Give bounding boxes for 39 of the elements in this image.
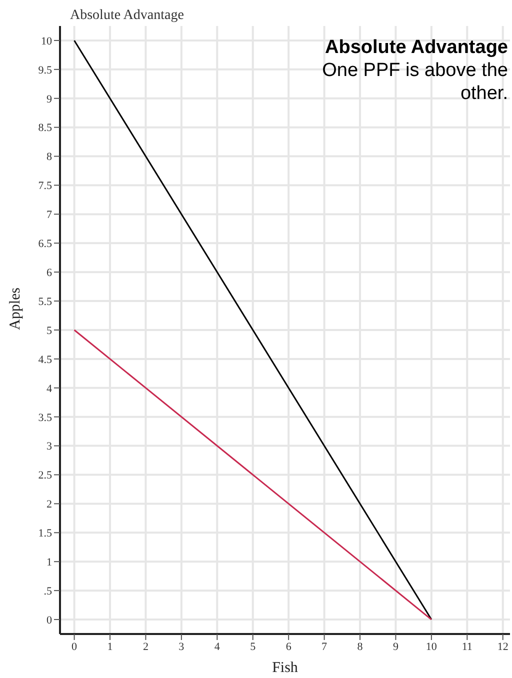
y-tick-label: 5.5 — [38, 296, 52, 308]
y-tick-label: 2 — [46, 498, 52, 511]
x-tick-label: 2 — [142, 640, 148, 653]
y-tick-label: 3.5 — [38, 412, 52, 424]
x-tick-label: 1 — [107, 640, 113, 653]
chart-title: Absolute Advantage — [70, 8, 184, 24]
annotation: One PPF is above the other. — [321, 59, 508, 105]
x-axis-title: Fish — [272, 660, 298, 676]
y-tick-label: 1 — [46, 556, 52, 569]
x-tick-label: 6 — [286, 640, 292, 653]
x-tick-label: 4 — [214, 640, 220, 653]
annotation: Absolute Advantage — [324, 36, 508, 59]
y-tick-label: 3 — [46, 440, 52, 453]
y-tick-label: 10 — [41, 35, 52, 48]
x-tick-label: 10 — [426, 640, 438, 653]
y-tick-label: 7.5 — [38, 180, 52, 192]
y-tick-label: 6 — [46, 267, 52, 279]
x-tick-label: 3 — [178, 640, 185, 653]
y-tick-label: 2.5 — [38, 470, 52, 482]
y-tick-label: 8.5 — [38, 122, 52, 134]
y-tick-label: 0 — [46, 614, 52, 626]
x-tick-label: 8 — [357, 640, 364, 653]
y-tick-label: 9 — [46, 93, 52, 106]
y-tick-label: 4.5 — [38, 354, 52, 366]
y-tick-label: 8 — [46, 151, 52, 164]
y-tick-label: 6.5 — [38, 238, 52, 250]
y-tick-label: 7 — [46, 209, 52, 222]
y-tick-label: 4 — [46, 382, 52, 395]
x-tick-label: 9 — [392, 640, 399, 653]
x-tick-label: 12 — [497, 640, 508, 653]
x-tick-label: 5 — [250, 640, 256, 653]
y-tick-label: 9.5 — [38, 64, 52, 76]
x-tick-label: 7 — [322, 640, 328, 653]
y-tick-label: .5 — [44, 585, 52, 598]
y-tick-label: 5 — [46, 324, 52, 337]
x-tick-label: 11 — [462, 640, 472, 653]
x-tick-label: 0 — [72, 640, 78, 653]
y-tick-label: 1.5 — [38, 528, 52, 540]
y-axis-title: Apples — [7, 287, 24, 330]
